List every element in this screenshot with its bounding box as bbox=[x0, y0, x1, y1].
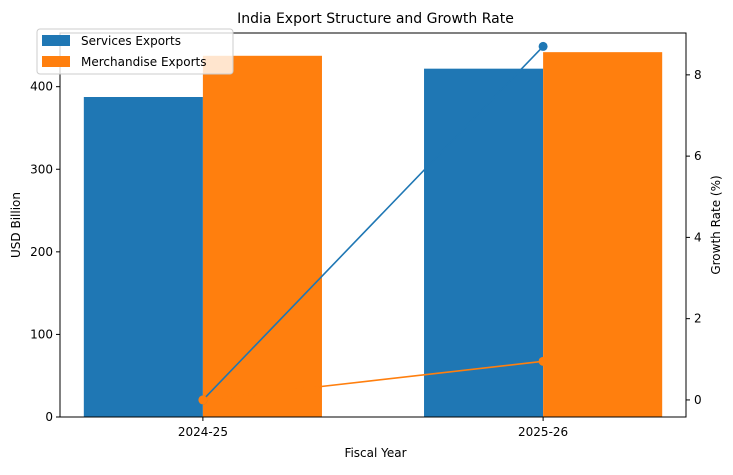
y-axis-title: USD Billion bbox=[9, 192, 23, 258]
legend: Services Exports Merchandise Exports bbox=[36, 28, 234, 75]
y2-tick-label: 8 bbox=[694, 68, 702, 82]
bar-merchandise-2025-26 bbox=[543, 52, 663, 417]
plot-frame bbox=[59, 32, 687, 418]
growth-line-services bbox=[202, 45, 544, 401]
y2-tick-label: 6 bbox=[694, 149, 702, 163]
growth-point-services-2025-26 bbox=[538, 41, 548, 51]
y-tick-label: 100 bbox=[30, 327, 53, 341]
legend-box bbox=[36, 28, 234, 75]
y2-tick-label: 0 bbox=[694, 393, 702, 407]
y-tick-label: 400 bbox=[30, 80, 53, 94]
legend-swatch-services bbox=[42, 35, 70, 46]
bars-layer bbox=[83, 52, 663, 418]
axes-layer: 0 100 200 300 400 0 2 4 6 8 2024-25 2025-26 bbox=[30, 32, 702, 439]
legend-label-services: Services Exports bbox=[81, 34, 181, 48]
bar-services-2024-25 bbox=[83, 97, 203, 417]
y2-tick-label: 2 bbox=[694, 312, 702, 326]
x-axis-title: Fiscal Year bbox=[344, 446, 406, 460]
bar-merchandise-2024-25 bbox=[202, 55, 322, 417]
legend-swatch-merchandise bbox=[42, 56, 70, 67]
growth-line-merchandise bbox=[202, 360, 544, 401]
legend-label-merchandise: Merchandise Exports bbox=[81, 55, 207, 69]
growth-lines-layer bbox=[198, 41, 548, 405]
bar-services-2025-26 bbox=[424, 68, 544, 418]
growth-point-merchandise-2025-26 bbox=[538, 356, 548, 366]
x-tick-label: 2025-26 bbox=[518, 425, 568, 439]
y2-tick-label: 4 bbox=[694, 230, 702, 244]
y-tick-label: 300 bbox=[30, 162, 53, 176]
x-tick-label: 2024-25 bbox=[178, 425, 228, 439]
chart-title: India Export Structure and Growth Rate bbox=[237, 11, 514, 27]
y-tick-label: 0 bbox=[45, 410, 53, 424]
growth-point-merchandise-2024-25 bbox=[198, 395, 208, 405]
y2-axis-title: Growth Rate (%) bbox=[709, 175, 723, 274]
y-tick-label: 200 bbox=[30, 245, 53, 259]
